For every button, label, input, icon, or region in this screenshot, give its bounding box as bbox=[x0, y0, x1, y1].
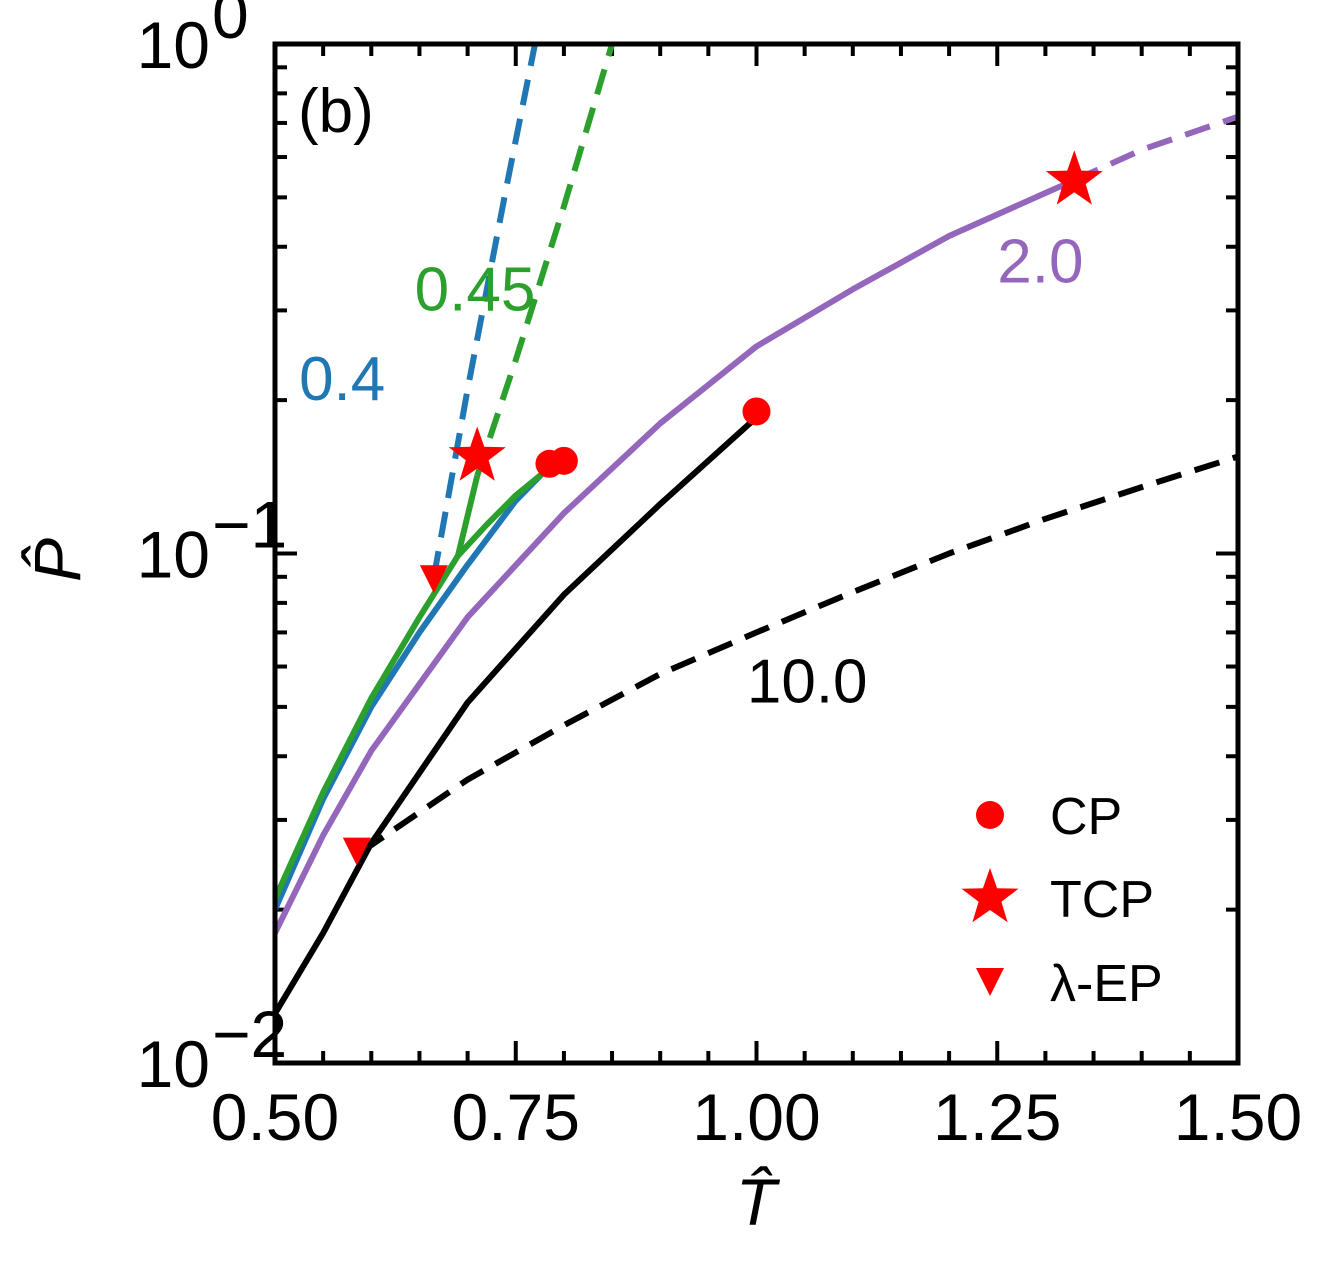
series-lines bbox=[272, 43, 1239, 1016]
legend-cp-marker bbox=[976, 801, 1004, 829]
tcp-marker bbox=[448, 426, 506, 481]
x-tick-label: 0.50 bbox=[211, 1080, 339, 1154]
x-tick-label: 1.25 bbox=[933, 1080, 1061, 1154]
chart-markers bbox=[342, 150, 1103, 866]
legend-label: TCP bbox=[1050, 871, 1154, 929]
series-2-0-dashed-line bbox=[1073, 113, 1239, 184]
legend-lambda-ep-marker bbox=[976, 968, 1004, 996]
legend-label: λ-EP bbox=[1050, 955, 1163, 1013]
x-tick-label: 1.50 bbox=[1174, 1080, 1302, 1154]
y-tick-label-base: 10 bbox=[137, 1027, 210, 1101]
series-2-0-line bbox=[272, 177, 1076, 935]
series-label-0: 0.4 bbox=[299, 345, 385, 414]
series-10-0-dashed-line bbox=[360, 453, 1239, 855]
y-tick-label-exponent: −1 bbox=[212, 488, 287, 562]
x-tick-label: 0.75 bbox=[452, 1080, 580, 1154]
cp-marker bbox=[549, 446, 578, 475]
legend-label: CP bbox=[1050, 788, 1122, 846]
series-labels: 0.4 0.45 2.0 10.0 bbox=[299, 228, 1083, 717]
y-tick-label-exponent: −2 bbox=[212, 997, 287, 1071]
tcp-marker bbox=[1045, 150, 1103, 205]
series-0-4-dashed-line bbox=[430, 43, 538, 578]
series-label-3: 10.0 bbox=[747, 647, 868, 716]
x-tick-labels: 0.50 0.75 1.00 1.25 1.50 bbox=[211, 1080, 1302, 1154]
legend-tcp-marker bbox=[961, 868, 1019, 923]
lambda-ep-marker bbox=[419, 565, 448, 594]
x-axis-title: T̂ bbox=[736, 1165, 781, 1239]
y-tick-label-base: 10 bbox=[137, 518, 210, 592]
y-axis-title: P̂ bbox=[20, 538, 94, 582]
series-0-45-branch-line bbox=[455, 475, 481, 557]
series-10-0-line bbox=[272, 415, 759, 1016]
cp-marker bbox=[742, 397, 771, 426]
plot-frame bbox=[272, 41, 1241, 1066]
series-0-45-dashed-line bbox=[474, 43, 615, 477]
x-tick-label: 1.00 bbox=[692, 1080, 820, 1154]
series-0-4-line bbox=[272, 469, 547, 911]
lambda-ep-marker bbox=[342, 837, 371, 866]
legend: CP TCP λ-EP bbox=[961, 788, 1163, 1013]
y-tick-label-exponent: 0 bbox=[212, 0, 249, 52]
series-label-2: 2.0 bbox=[997, 228, 1083, 297]
y-tick-label-base: 10 bbox=[137, 8, 210, 82]
series-label-1: 0.45 bbox=[415, 255, 536, 324]
panel-label: (b) bbox=[298, 77, 374, 146]
series-0-45-line bbox=[272, 461, 557, 901]
